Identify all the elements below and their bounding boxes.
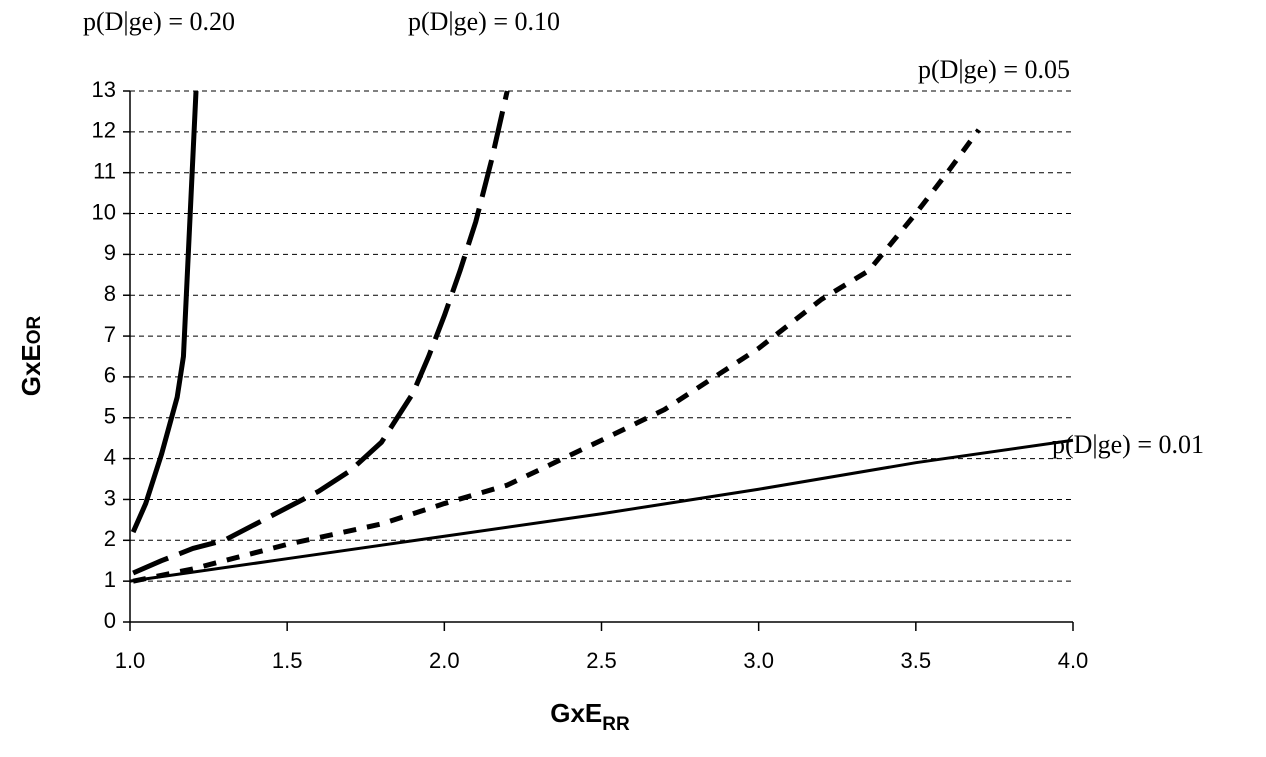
x-tick-label: 2.0 [429, 648, 460, 673]
y-tick-label: 11 [93, 159, 116, 184]
y-tick-label: 5 [104, 404, 116, 429]
x-tick-label: 4.0 [1058, 648, 1089, 673]
series-line [132, 128, 981, 584]
series-label: p(D|ge) = 0.20 [83, 7, 235, 36]
x-tick-label: 3.0 [743, 648, 774, 673]
y-axis-title: GxEOR [16, 315, 46, 396]
series-line [132, 90, 510, 576]
series-line [129, 438, 1074, 583]
y-tick-label: 4 [104, 444, 116, 469]
y-tick-label: 10 [92, 199, 116, 224]
x-axis-title-main: GxE [550, 698, 602, 728]
y-tick-label: 1 [104, 567, 116, 592]
y-tick-label: 7 [104, 322, 116, 347]
x-tick-label: 1.5 [272, 648, 303, 673]
series-label: p(D|ge) = 0.01 [1052, 430, 1204, 459]
y-tick-label: 3 [104, 485, 116, 510]
y-tick-label: 2 [104, 526, 116, 551]
y-axis-title-main: GxE [16, 344, 46, 396]
x-tick-label: 1.0 [115, 648, 146, 673]
series-label: p(D|ge) = 0.10 [408, 7, 560, 36]
y-tick-label: 9 [104, 240, 116, 265]
series-line [130, 90, 199, 534]
x-tick-label: 3.5 [901, 648, 932, 673]
y-tick-label: 13 [92, 77, 116, 102]
x-axis-title: GxERR [550, 698, 630, 735]
y-axis-title-sub: OR [24, 315, 45, 344]
y-tick-label: 8 [104, 281, 116, 306]
y-tick-label: 12 [92, 118, 116, 143]
y-tick-label: 6 [104, 363, 116, 388]
series-label: p(D|ge) = 0.05 [918, 55, 1070, 84]
x-tick-label: 2.5 [586, 648, 617, 673]
x-axis-title-sub: RR [602, 714, 630, 735]
y-tick-label: 0 [104, 608, 116, 633]
